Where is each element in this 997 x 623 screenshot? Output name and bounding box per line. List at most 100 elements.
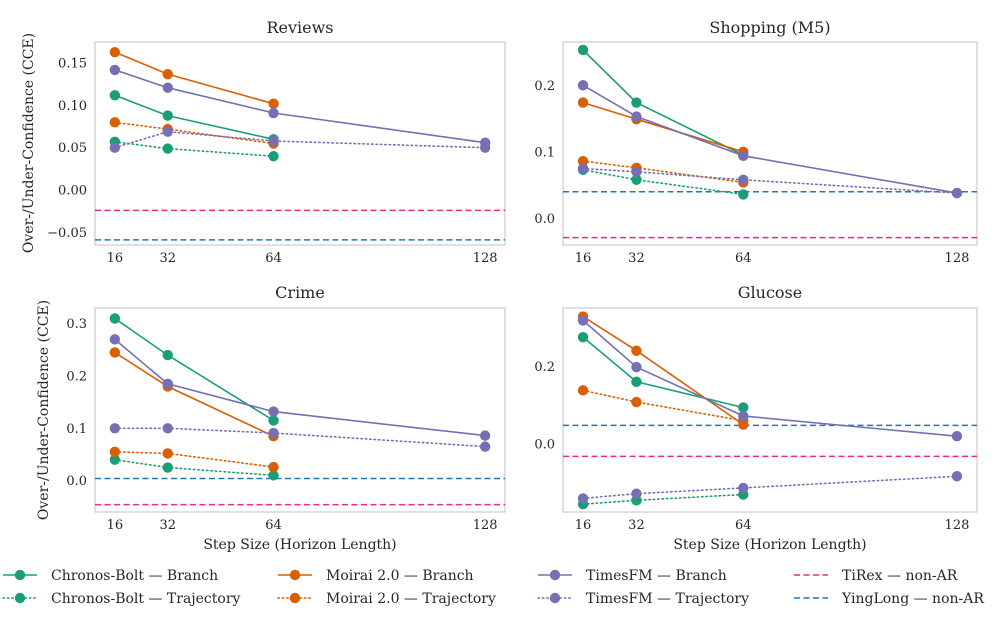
panel-crime: Crime 0.0 0.1 0.2 0.3 16 32 64 128 <box>66 283 506 533</box>
point-timesfm-trajectory-128 <box>479 441 491 452</box>
point-moirai-2-0-trajectory-16 <box>109 117 121 128</box>
point-timesfm-trajectory-128 <box>479 142 491 153</box>
point-timesfm-branch-128 <box>951 431 963 442</box>
y-tick-label: 0.0 <box>534 212 555 227</box>
point-timesfm-branch-64 <box>738 410 749 422</box>
x-axis-label-right: Step Size (Horizon Length) <box>673 537 866 553</box>
point-timesfm-trajectory-128 <box>951 187 963 199</box>
x-tick-label: 16 <box>107 518 124 533</box>
point-timesfm-trajectory-64 <box>268 135 279 147</box>
panel-reviews: Reviews −0.05 0.00 0.05 0.10 0.15 16 32 64 128 <box>47 18 506 266</box>
x-ticks: 16 32 64 128 <box>575 518 970 533</box>
point-chronos-bolt-branch-16 <box>109 313 121 324</box>
panel-title: Glucose <box>738 283 802 302</box>
legend-label: TimesFM — Trajectory <box>586 591 749 607</box>
legend-swatch-marker <box>549 592 561 604</box>
point-moirai-2-0-trajectory-32 <box>631 396 642 408</box>
y-tick-label: −0.05 <box>47 226 87 241</box>
x-tick-label: 64 <box>265 251 282 266</box>
point-timesfm-trajectory-64 <box>268 427 279 439</box>
y-tick-label: 0.1 <box>534 145 555 160</box>
legend-swatch-marker <box>289 569 301 581</box>
x-tick-label: 128 <box>945 251 970 266</box>
point-moirai-2-0-branch-64 <box>268 98 279 109</box>
point-timesfm-branch-16 <box>577 315 589 326</box>
x-tick-label: 16 <box>575 518 592 533</box>
line-timesfm-trajectory <box>582 475 958 500</box>
legend-label: TimesFM — Branch <box>586 568 727 584</box>
legend-label: YingLong — non-AR <box>841 591 984 607</box>
x-axis-label-left: Step Size (Horizon Length) <box>203 537 396 553</box>
x-tick-label: 32 <box>628 518 645 533</box>
legend-swatch-marker <box>289 592 301 604</box>
legend-label: Moirai 2.0 — Trajectory <box>326 591 496 607</box>
point-timesfm-branch-16 <box>109 64 121 76</box>
point-chronos-bolt-branch-32 <box>162 349 173 361</box>
line-timesfm-branch <box>114 69 486 144</box>
plot-marks <box>95 313 505 506</box>
legend-item-chronos-bolt-trajectory: Chronos-Bolt — Trajectory <box>2 591 241 607</box>
legend-label: Chronos-Bolt — Branch <box>51 568 218 584</box>
point-timesfm-branch-32 <box>631 361 642 373</box>
point-chronos-bolt-branch-32 <box>631 376 642 388</box>
plot-marks <box>563 44 977 239</box>
line-timesfm-branch <box>582 319 958 437</box>
line-timesfm-trajectory <box>114 130 487 149</box>
point-chronos-bolt-trajectory-32 <box>162 462 173 473</box>
y-tick-label: 0.2 <box>66 370 87 385</box>
panel-shopping-m5: Shopping (M5) 0.0 0.1 0.2 16 32 64 128 <box>534 18 978 266</box>
point-moirai-2-0-trajectory-16 <box>109 446 121 458</box>
x-tick-label: 128 <box>473 251 498 266</box>
point-moirai-2-0-trajectory-64 <box>268 461 279 473</box>
point-chronos-bolt-trajectory-64 <box>268 150 279 162</box>
point-chronos-bolt-branch-16 <box>577 331 589 343</box>
legend-swatch-marker <box>14 592 26 604</box>
point-timesfm-trajectory-32 <box>631 166 642 177</box>
point-moirai-2-0-branch-16 <box>577 97 589 108</box>
point-timesfm-trajectory-32 <box>162 423 173 434</box>
legend-item-tirex-non-ar: TiRex — non-AR <box>794 568 958 584</box>
x-tick-label: 32 <box>159 518 176 533</box>
point-timesfm-trajectory-32 <box>162 126 173 137</box>
x-tick-label: 128 <box>945 518 970 533</box>
y-tick-label: 0.2 <box>534 360 555 375</box>
legend-item-moirai-2-0-trajectory: Moirai 2.0 — Trajectory <box>277 591 496 607</box>
legend-item-yinglong-non-ar: YingLong — non-AR <box>794 591 984 607</box>
point-timesfm-branch-64 <box>268 406 279 417</box>
y-tick-label: 0.3 <box>66 317 87 332</box>
plot-frame <box>94 307 506 513</box>
legend-item-moirai-2-0-branch: Moirai 2.0 — Branch <box>278 568 474 584</box>
legend-item-chronos-bolt-branch: Chronos-Bolt — Branch <box>3 568 218 584</box>
panel-title: Crime <box>275 283 325 302</box>
x-tick-label: 128 <box>473 518 498 533</box>
line-timesfm-trajectory <box>114 427 487 448</box>
point-timesfm-trajectory-32 <box>631 488 642 499</box>
point-chronos-bolt-branch-16 <box>109 90 121 101</box>
x-tick-label: 64 <box>735 251 752 266</box>
x-ticks: 16 32 64 128 <box>575 251 970 266</box>
point-chronos-bolt-branch-64 <box>738 402 749 413</box>
point-timesfm-trajectory-16 <box>109 142 121 153</box>
point-chronos-bolt-branch-32 <box>631 97 642 108</box>
y-ticks: 0.0 0.1 0.2 <box>534 79 555 227</box>
point-chronos-bolt-trajectory-32 <box>162 143 173 154</box>
x-tick-label: 32 <box>159 251 176 266</box>
point-timesfm-branch-64 <box>268 107 279 119</box>
point-chronos-bolt-trajectory-64 <box>738 189 749 200</box>
point-timesfm-trajectory-16 <box>109 423 121 434</box>
point-chronos-bolt-branch-64 <box>268 415 279 426</box>
point-moirai-2-0-branch-32 <box>631 345 642 356</box>
y-ticks: 0.0 0.2 <box>534 360 555 453</box>
point-chronos-bolt-branch-16 <box>577 44 589 56</box>
point-timesfm-branch-16 <box>577 80 589 91</box>
legend-item-timesfm-trajectory: TimesFM — Trajectory <box>537 591 749 607</box>
y-axis-label-top: Over-/Under-Confidence (CCE) <box>21 33 37 253</box>
line-timesfm-branch <box>582 84 958 194</box>
point-moirai-2-0-branch-16 <box>109 347 121 358</box>
point-timesfm-trajectory-16 <box>577 493 589 504</box>
point-moirai-2-0-trajectory-16 <box>577 155 589 167</box>
x-tick-label: 16 <box>107 251 124 266</box>
panel-glucose: Glucose 0.0 0.2 16 32 64 128 <box>534 283 978 533</box>
point-timesfm-trajectory-128 <box>951 471 963 482</box>
